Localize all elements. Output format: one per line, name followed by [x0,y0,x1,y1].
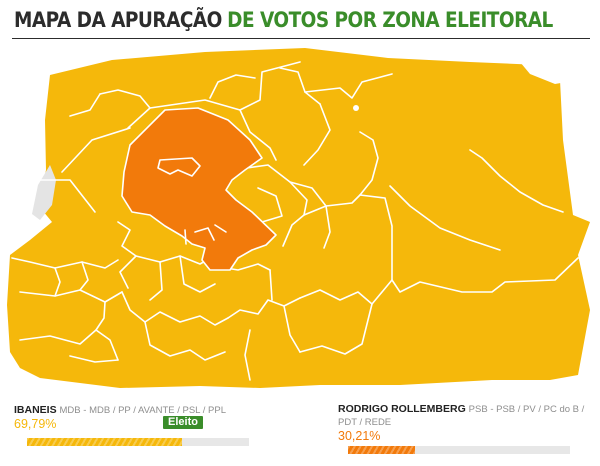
vote-bar-rollemberg [348,446,570,454]
candidate-parties: MDB - MDB / PP / AVANTE / PSL / PPL [59,405,226,416]
gap-top-right [520,50,582,84]
title-part-2: DE VOTOS POR ZONA ELEITORAL [227,8,553,32]
candidate-name: IBANEIS [14,404,57,416]
zone-marker [353,105,359,111]
candidate-ibaneis: IBANEIS MDB - MDB / PP / AVANTE / PSL / … [14,404,254,432]
gap-left-notch [32,165,56,220]
candidate-parties: PSB - PSB / PV / PC do B / PDT / REDE [338,404,585,428]
vote-bar-fill [27,438,182,446]
page-title: MAPA DA APURAÇÃO DE VOTOS POR ZONA ELEITO… [14,6,553,34]
inner-zone-borders [157,157,227,245]
vote-bar-ibaneis [27,438,249,446]
candidate-percent: 30,21% [338,429,381,443]
candidate-name: RODRIGO ROLLEMBERG [338,403,466,415]
electoral-zone-map[interactable] [0,40,600,400]
zone-borders [11,61,579,381]
elected-badge: Eleito [163,416,203,429]
zone-region-main[interactable] [7,48,590,388]
candidate-rollemberg: RODRIGO ROLLEMBERG PSB - PSB / PV / PC d… [338,403,588,444]
candidate-percent: 69,79% [14,417,57,431]
zone-region-rollemberg[interactable] [121,107,277,271]
vote-bar-fill [348,446,416,454]
title-divider [12,38,590,39]
title-part-1: MAPA DA APURAÇÃO [14,8,222,32]
